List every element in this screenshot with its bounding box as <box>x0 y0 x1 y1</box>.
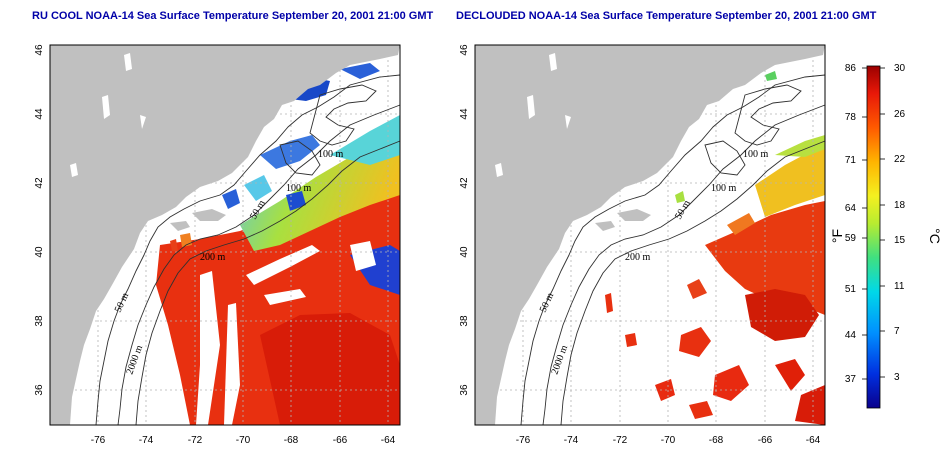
fahrenheit-tick: 86 <box>845 63 857 74</box>
lat-tick: 42 <box>34 177 45 189</box>
celsius-tick: 11 <box>894 281 905 292</box>
lon-tick: -72 <box>613 435 628 446</box>
lat-tick: 42 <box>459 177 470 189</box>
map-left-lon-axis: -76 -74 -72 -70 -68 -66 -64 <box>91 435 396 446</box>
lon-tick: -76 <box>91 435 106 446</box>
celsius-tick: 26 <box>894 109 906 120</box>
lat-tick: 36 <box>459 384 470 396</box>
lat-tick: 46 <box>34 44 45 56</box>
lat-tick: 44 <box>459 108 470 120</box>
lon-tick: -66 <box>758 435 773 446</box>
map-left-title: RU COOL NOAA-14 Sea Surface Temperature … <box>32 10 434 22</box>
fahrenheit-unit: °F <box>829 229 845 243</box>
lon-tick: -66 <box>333 435 348 446</box>
fahrenheit-tick: 37 <box>845 374 857 385</box>
lat-tick: 38 <box>459 315 470 327</box>
lat-tick: 36 <box>34 384 45 396</box>
lon-tick: -76 <box>516 435 531 446</box>
celsius-tick: 30 <box>894 63 906 74</box>
contour-label-100m-b: 100 m <box>286 183 312 194</box>
map-right-title: DECLOUDED NOAA-14 Sea Surface Temperatur… <box>456 10 877 22</box>
lon-tick: -70 <box>236 435 251 446</box>
lon-tick: -74 <box>139 435 154 446</box>
lon-tick: -64 <box>806 435 821 446</box>
contour-label-100m-b: 100 m <box>711 183 737 194</box>
lat-tick: 40 <box>34 246 45 258</box>
contour-label-100m-a: 100 m <box>318 149 344 160</box>
lat-tick: 46 <box>459 44 470 56</box>
temperature-colorbar: 86 78 71 64 59 51 44 37 30 26 22 18 15 1… <box>829 63 943 409</box>
lon-tick: -68 <box>709 435 724 446</box>
fahrenheit-tick: 51 <box>845 284 857 295</box>
fahrenheit-tick: 59 <box>845 233 857 244</box>
contour-label-200m: 200 m <box>625 252 651 263</box>
celsius-tick: 18 <box>894 200 906 211</box>
celsius-tick: 7 <box>894 326 900 337</box>
celsius-tick: 15 <box>894 235 906 246</box>
contour-label-100m-a: 100 m <box>743 149 769 160</box>
lat-tick: 44 <box>34 108 45 120</box>
fahrenheit-tick: 71 <box>845 155 857 166</box>
map-left: 100 m 100 m 50 m 200 m 50 m 2000 m <box>49 44 401 426</box>
fahrenheit-tick: 64 <box>845 203 857 214</box>
map-right-lon-axis: -76 -74 -72 -70 -68 -66 -64 <box>516 435 821 446</box>
lat-tick: 40 <box>459 246 470 258</box>
map-right-lat-axis: 36 38 40 42 44 46 <box>459 44 470 396</box>
lon-tick: -64 <box>381 435 396 446</box>
lat-tick: 38 <box>34 315 45 327</box>
lon-tick: -70 <box>661 435 676 446</box>
fahrenheit-tick: 78 <box>845 112 857 123</box>
celsius-unit: °C <box>927 228 943 244</box>
lon-tick: -68 <box>284 435 299 446</box>
fahrenheit-tick: 44 <box>845 330 857 341</box>
lon-tick: -72 <box>188 435 203 446</box>
lon-tick: -74 <box>564 435 579 446</box>
map-right: 100 m 100 m 50 m 200 m 50 m 2000 m <box>474 44 826 426</box>
celsius-tick: 3 <box>894 372 900 383</box>
celsius-tick: 22 <box>894 154 906 165</box>
map-left-lat-axis: 36 38 40 42 44 46 <box>34 44 45 396</box>
contour-label-200m: 200 m <box>200 252 226 263</box>
